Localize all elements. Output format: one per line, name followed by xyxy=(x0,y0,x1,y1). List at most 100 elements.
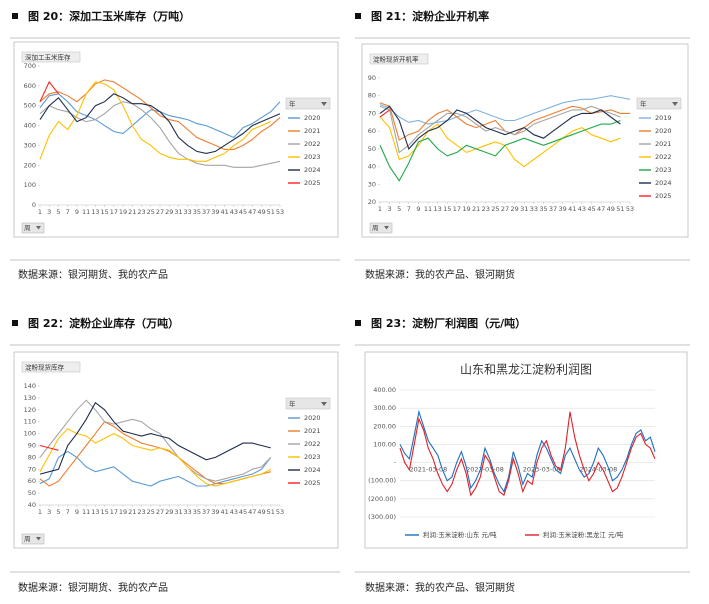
legend-title: 年 xyxy=(289,399,296,408)
y-tick-label: 120 xyxy=(24,406,36,414)
x-tick-label: 33 xyxy=(530,205,538,213)
x-tick-label: 41 xyxy=(220,508,228,516)
x-tick-label: 53 xyxy=(276,208,284,216)
x-tick-label: 13 xyxy=(91,208,99,216)
x-tick-label: 19 xyxy=(119,208,127,216)
y-tick-label: 140 xyxy=(24,382,36,390)
series-line xyxy=(379,105,621,150)
x-tick-label: 29 xyxy=(165,508,173,516)
x-tick-label: 49 xyxy=(607,205,615,213)
y-tick-label: 80 xyxy=(368,92,376,100)
legend-title: 年 xyxy=(289,99,296,108)
x-tick-label: 3 xyxy=(47,208,51,216)
x-tick-label: 23 xyxy=(137,208,145,216)
y-tick-label: 30 xyxy=(368,180,376,188)
legend-label: 2024 xyxy=(304,166,321,174)
series-line xyxy=(39,80,59,102)
x-tick-label: 21 xyxy=(472,205,480,213)
dropdown-icon xyxy=(384,226,389,230)
legend-label: 2021 xyxy=(655,140,672,148)
x-tick-label: 7 xyxy=(66,508,70,516)
x-tick-label: 21 xyxy=(128,508,136,516)
source-note: 数据来源：银河期货、我的农产品 xyxy=(18,581,168,594)
x-tick-label: 31 xyxy=(520,205,528,213)
legend-label: 2023 xyxy=(304,453,321,461)
chart-title: 山东和黑龙江淀粉利润图 xyxy=(460,363,592,377)
chart-title: 淀粉现货开机率 xyxy=(373,55,419,64)
y-tick-label: 90 xyxy=(28,442,36,450)
x-tick-label: 39 xyxy=(211,208,219,216)
y-tick-label: 200 xyxy=(24,161,36,169)
series-line xyxy=(39,444,59,451)
x-tick-label: 33 xyxy=(184,508,192,516)
y-tick-label: 100 xyxy=(24,430,36,438)
x-tick-label: 3 xyxy=(47,508,51,516)
x-tick-label: 5 xyxy=(56,508,60,516)
y-tick-label: 700 xyxy=(24,62,36,70)
legend-label: 利润:玉米淀粉:山东 元/吨 xyxy=(423,530,497,539)
y-tick-label: 300 xyxy=(24,141,36,149)
y-tick-label: 400 xyxy=(24,122,36,130)
legend-header xyxy=(285,397,331,410)
bullet xyxy=(12,13,18,19)
series-line xyxy=(379,116,621,168)
y-tick-label: 70 xyxy=(28,465,36,473)
x-tick-label: 27 xyxy=(501,205,509,213)
series-line xyxy=(39,450,272,487)
x-tick-label: 2022-03-08 xyxy=(466,466,504,474)
source-note: 数据来源：银河期货、我的农产品 xyxy=(18,268,168,281)
legend-title: 年 xyxy=(640,99,647,108)
series-line xyxy=(39,401,271,475)
dropdown-icon xyxy=(36,226,41,230)
x-tick-label: 9 xyxy=(416,205,420,213)
x-tick-label: 37 xyxy=(202,208,210,216)
x-tick-label: 1 xyxy=(38,508,42,516)
x-tick-label: 7 xyxy=(66,208,70,216)
x-tick-label: 43 xyxy=(230,208,238,216)
legend-label: 2020 xyxy=(304,414,321,422)
y-tick-label: 130 xyxy=(24,394,36,402)
series-line xyxy=(39,428,272,487)
x-tick-label: 39 xyxy=(559,205,567,213)
filter-button xyxy=(369,222,393,234)
dropdown-icon xyxy=(672,102,678,106)
series-line xyxy=(39,81,272,162)
x-tick-label: 2021-03-08 xyxy=(409,466,447,474)
filter-label: 周 xyxy=(372,224,379,232)
series-line xyxy=(379,119,621,182)
legend-label: 2025 xyxy=(304,479,321,487)
x-tick-label: 47 xyxy=(597,205,605,213)
legend-label: 2025 xyxy=(655,192,672,200)
y-tick-label: 400.00 xyxy=(373,386,396,394)
filter-label: 周 xyxy=(24,535,31,543)
x-tick-label: 11 xyxy=(82,208,90,216)
series-line xyxy=(39,93,281,154)
x-tick-label: 41 xyxy=(568,205,576,213)
figure-heading: 图 20：深加工玉米库存（万吨） xyxy=(28,9,190,23)
x-tick-label: 37 xyxy=(549,205,557,213)
legend-label: 2023 xyxy=(655,166,672,174)
y-tick-label: (200.00) xyxy=(368,495,396,503)
y-tick-label: 100.00 xyxy=(373,440,396,448)
x-tick-label: 2024-03-08 xyxy=(579,466,617,474)
y-tick-label: (300.00) xyxy=(368,513,396,521)
x-tick-label: 51 xyxy=(616,205,624,213)
x-tick-label: 33 xyxy=(184,208,192,216)
legend-label: 2022 xyxy=(304,140,321,148)
y-tick-label: 500 xyxy=(24,102,36,110)
x-tick-label: 51 xyxy=(267,508,275,516)
legend-header xyxy=(285,97,331,110)
x-tick-label: 53 xyxy=(626,205,634,213)
series-line xyxy=(39,101,281,168)
x-tick-label: 17 xyxy=(110,208,118,216)
y-tick-label: 200.00 xyxy=(373,422,396,430)
series-line xyxy=(39,79,281,150)
x-tick-label: 3 xyxy=(388,205,392,213)
chart-frame xyxy=(364,351,688,549)
x-tick-label: 49 xyxy=(257,208,265,216)
filter-button xyxy=(21,533,45,545)
x-tick-label: 15 xyxy=(100,208,108,216)
x-tick-label: 27 xyxy=(156,208,164,216)
legend-label: 2023 xyxy=(304,153,321,161)
